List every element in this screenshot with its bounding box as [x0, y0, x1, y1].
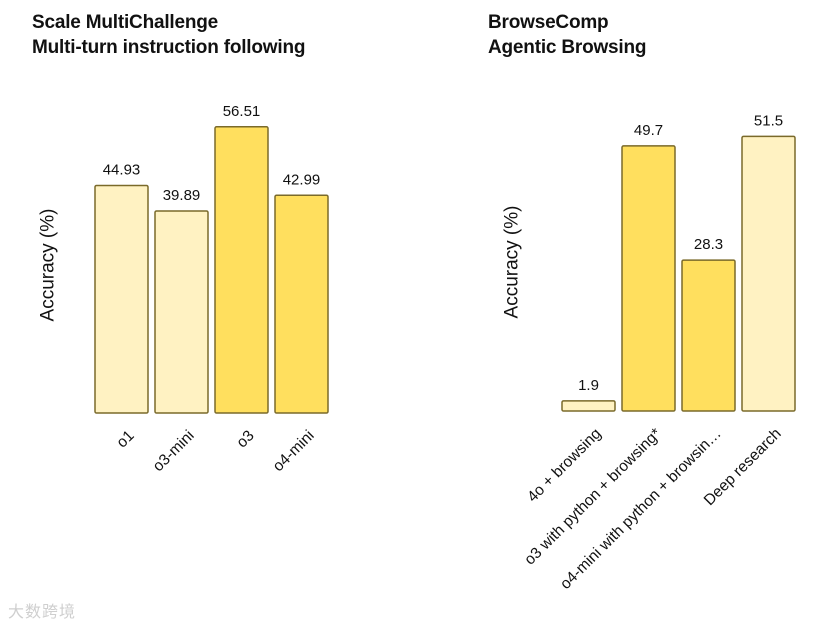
- bar-4o-browsing: [561, 400, 616, 412]
- bar-o1: [94, 184, 149, 414]
- x-tick-label: o3: [233, 427, 257, 451]
- watermark: 大数跨境: [8, 602, 77, 621]
- y-axis-label: Accuracy (%): [502, 206, 523, 319]
- x-tick-label: o1: [113, 427, 137, 451]
- chart-panel-multichallenge: Scale MultiChallenge Multi-turn instruct…: [0, 0, 418, 625]
- bar-value-label: 42.99: [283, 171, 321, 188]
- chart-title-line-1: BrowseComp: [488, 12, 609, 33]
- chart-panel-browsecomp: BrowseComp Agentic Browsing Accuracy (%)…: [418, 0, 837, 625]
- bar-value-label: 56.51: [223, 103, 261, 120]
- bar-o4-mini: [274, 194, 329, 414]
- x-tick-label: o3-mini: [150, 427, 198, 475]
- chart-title: BrowseComp Agentic Browsing: [488, 10, 647, 60]
- bar-value-label: 39.89: [163, 187, 201, 204]
- chart-title-line-2: Agentic Browsing: [488, 37, 647, 58]
- bar-value-label: 44.93: [103, 161, 141, 178]
- chart-title-line-1: Scale MultiChallenge: [32, 12, 219, 33]
- bar-deep-research: [741, 135, 796, 412]
- bar-value-label: 51.5: [754, 112, 783, 129]
- bar-chart-multichallenge: Accuracy (%) 44.93 o1 39.89 o3-mini 56.51 o3 42…: [38, 103, 329, 475]
- x-tick-label: o4-mini: [270, 427, 318, 475]
- y-axis-label: Accuracy (%): [38, 209, 59, 322]
- bar-value-label: 49.7: [634, 122, 663, 139]
- chart-title-line-2: Multi-turn instruction following: [32, 37, 306, 58]
- bar-value-label: 28.3: [694, 236, 723, 253]
- bar-o3-with-python-browsing: [621, 145, 676, 412]
- bar-value-label: 1.9: [578, 377, 599, 394]
- bar-o3-mini: [154, 210, 209, 414]
- chart-title: Scale MultiChallenge Multi-turn instruct…: [32, 10, 305, 60]
- bar-o3: [214, 126, 269, 414]
- bar-o4-mini-with-python-browsin: [681, 259, 736, 412]
